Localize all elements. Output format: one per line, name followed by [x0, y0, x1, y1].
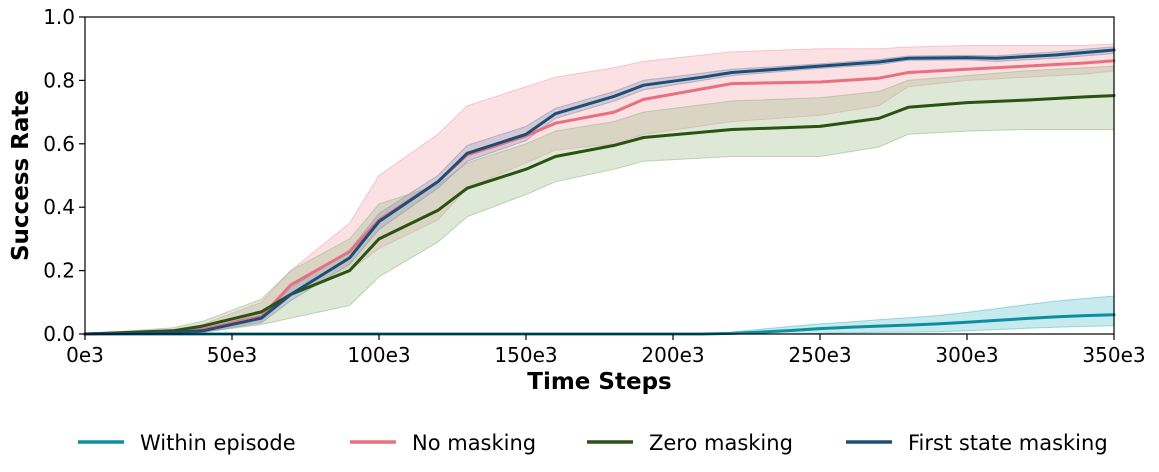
x-axis: 0e3 50e3 100e3 150e3 200e3 250e3 300e3 350e3	[66, 334, 1146, 367]
confidence-bands	[84, 43, 1115, 335]
x-tick-label: 0e3	[66, 343, 104, 367]
x-tick-label: 100e3	[347, 343, 410, 367]
series-line-2	[83, 94, 1116, 336]
legend-label-2: Zero masking	[649, 431, 793, 455]
y-tick-label: 1.0	[43, 5, 75, 29]
legend-label-0: Within episode	[140, 431, 296, 455]
x-tick-label: 350e3	[1082, 343, 1145, 367]
plot-frame	[84, 16, 1115, 335]
x-tick-label: 150e3	[494, 343, 557, 367]
y-tick-label: 0.0	[43, 322, 75, 346]
legend: Within episode No masking Zero masking Firs…	[78, 431, 1108, 455]
y-axis-title: Success Rate	[8, 90, 34, 261]
y-tick-label: 0.6	[43, 132, 75, 156]
x-tick-label: 300e3	[935, 343, 998, 367]
x-tick-label: 200e3	[641, 343, 704, 367]
series-line-3	[83, 48, 1116, 336]
x-tick-label: 250e3	[788, 343, 851, 367]
y-tick-label: 0.4	[43, 195, 75, 219]
y-axis: 0.0 0.2 0.4 0.6 0.8 1.0	[43, 5, 85, 346]
x-tick-label: 50e3	[207, 343, 257, 367]
legend-label-1: No masking	[412, 431, 536, 455]
y-tick-label: 0.2	[43, 259, 75, 283]
y-tick-label: 0.8	[43, 68, 75, 92]
legend-label-3: First state masking	[908, 431, 1108, 455]
x-axis-title: Time Steps	[527, 369, 671, 395]
